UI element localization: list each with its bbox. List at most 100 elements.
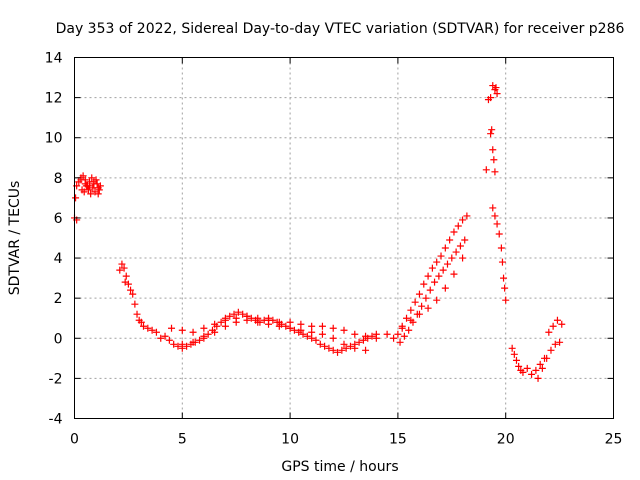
data-point [139,322,147,330]
data-point [275,322,283,330]
data-point [454,222,462,230]
data-point [86,182,94,190]
data-point [400,332,408,340]
data-point [318,322,326,330]
data-point [77,176,85,184]
data-point [362,346,370,354]
data-point [161,332,169,340]
data-point [424,272,432,280]
data-point [491,168,499,176]
data-point [72,194,80,202]
data-point [189,328,197,336]
y-tick-label: 0 [54,331,63,347]
data-point [424,304,432,312]
data-point [519,368,527,376]
data-point [299,330,307,338]
data-point [553,316,561,324]
data-point [232,318,240,326]
data-point [426,286,434,294]
data-point [415,290,423,298]
data-point [547,346,555,354]
data-point [174,342,182,350]
data-point [120,264,128,272]
data-point [450,228,458,236]
data-point [303,332,311,340]
x-tick-label: 10 [281,432,299,448]
data-point [502,296,510,304]
data-point [390,334,398,342]
data-point [510,350,518,358]
y-tick-label: 4 [54,251,63,267]
data-point [329,334,337,342]
data-point [137,318,145,326]
data-point [329,346,337,354]
data-point [118,260,126,268]
x-tick-label: 20 [497,432,515,448]
data-point [437,252,445,260]
data-point [221,316,229,324]
data-point [157,334,165,342]
data-point [452,248,460,256]
data-point [211,328,219,336]
data-point [536,360,544,368]
data-point [200,334,208,342]
y-tick-label: 6 [54,211,63,227]
data-point [501,284,509,292]
data-point [351,330,359,338]
data-point [551,340,559,348]
x-tick-label: 25 [605,432,623,448]
data-point [355,338,363,346]
data-point [439,266,447,274]
data-point [183,342,191,350]
data-point [482,166,490,174]
data-point [512,356,520,364]
data-point [286,318,294,326]
data-point [133,310,141,318]
data-point [308,322,316,330]
data-point [394,330,402,338]
data-point [254,318,262,326]
data-point [226,312,234,320]
x-tick-label: 5 [178,432,187,448]
data-point [127,286,135,294]
data-point [165,336,173,344]
axis-ticks: 0 5 10 15 20 25 -4 -2 0 2 4 6 8 10 12 14 [45,51,623,448]
data-point [290,326,298,334]
data-point [148,326,156,334]
data-point [498,258,506,266]
data-point [346,342,354,350]
data-point [338,346,346,354]
data-point [459,216,467,224]
data-point [316,340,324,348]
data-point [87,190,95,198]
x-tick-label: 15 [389,432,407,448]
data-point [405,326,413,334]
plot-frame [74,57,614,419]
data-point [543,354,551,362]
data-point [459,254,467,262]
data-point [308,328,316,336]
data-point [441,244,449,252]
data-point [558,320,566,328]
data-point [497,244,505,252]
data-point [189,338,197,346]
data-point [329,324,337,332]
data-point [221,322,229,330]
data-point [308,334,316,342]
data-points [71,82,566,382]
data-point [489,204,497,212]
data-point [407,316,415,324]
data-point [461,236,469,244]
data-point [411,298,419,306]
data-point [435,272,443,280]
data-point [495,230,503,238]
data-point [415,310,423,318]
data-point [528,370,536,378]
y-tick-label: 14 [45,51,63,67]
data-point [463,212,471,220]
data-point [122,272,130,280]
data-point [286,324,294,332]
grid [74,57,614,419]
data-point [431,278,439,286]
data-point [456,242,464,250]
